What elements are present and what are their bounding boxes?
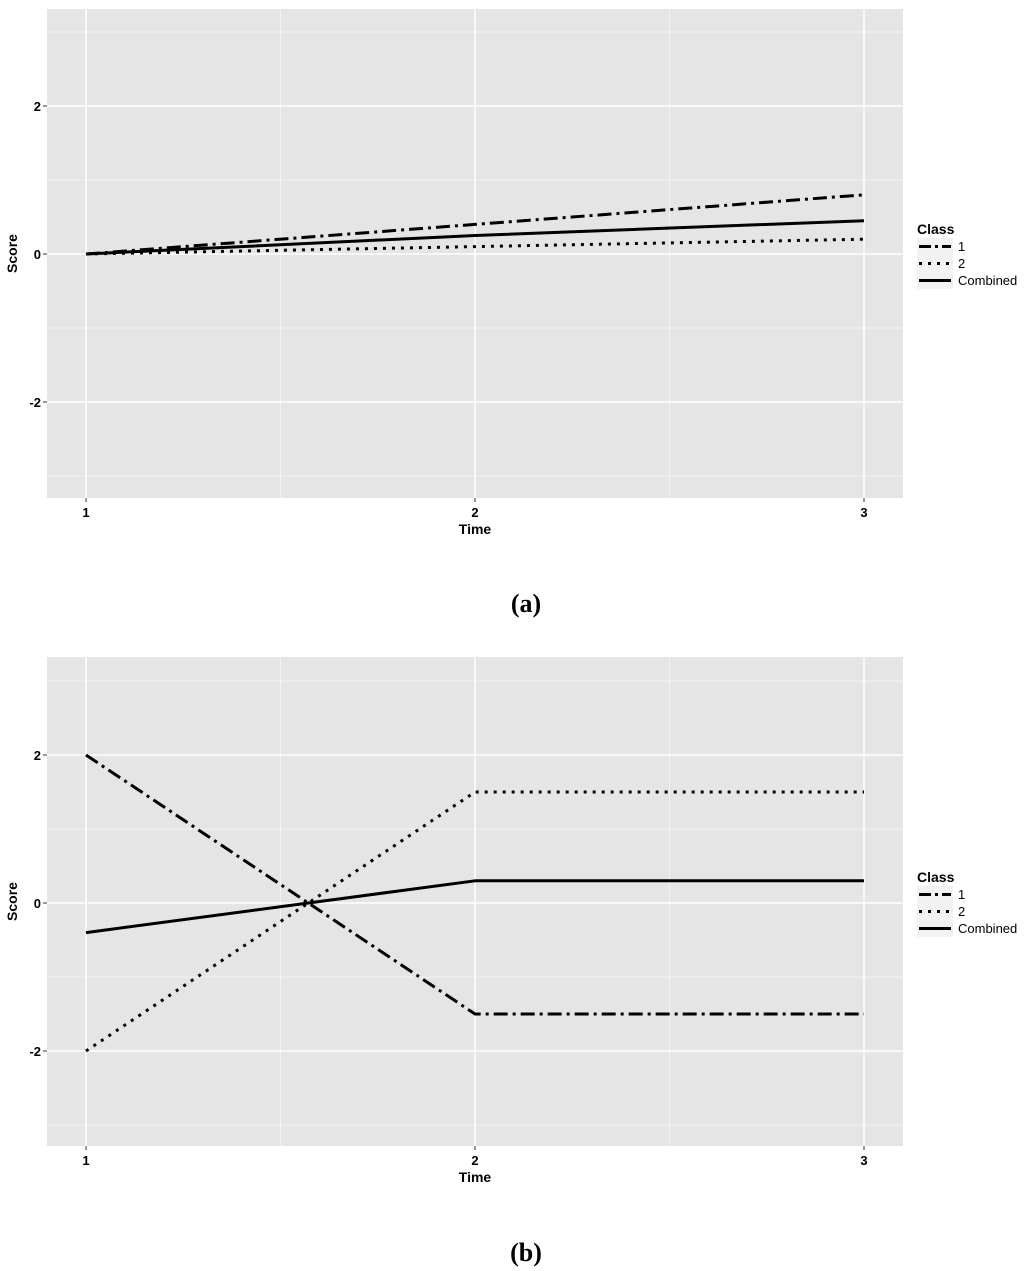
chart-a-y-tick-label-3: 2 (34, 99, 41, 114)
chart-a-series-1-line (85, 193, 865, 256)
chart-b-legend-key-bg-2 (917, 903, 953, 920)
chart-a-series-combined-line (85, 219, 865, 256)
chart-a-x-axis-title: Time (459, 521, 492, 537)
chart-a-legend-title: Class (917, 221, 955, 237)
chart-a-legend-label-3: Combined (958, 273, 1017, 288)
chart-a-x-tick-label-1: 1 (82, 505, 89, 520)
chart-a-legend-label-2: 2 (958, 256, 965, 271)
chart-b-y-tick-label-1: -2 (29, 1044, 41, 1059)
chart-b-legend-title: Class (917, 869, 955, 885)
chart-a-legend-key-bg-2 (917, 255, 953, 272)
chart-a-x-tick-label-3: 3 (860, 505, 867, 520)
chart-a-legend-label-1: 1 (958, 239, 965, 254)
chart-a-y-tick-label-1: -2 (29, 395, 41, 410)
chart-a-y-axis-title: Score (4, 234, 20, 273)
chart-b-series-1-line (85, 753, 864, 1016)
chart-b-x-tick-label-3: 3 (860, 1153, 867, 1168)
chart-b-x-tick-label-2: 2 (471, 1153, 478, 1168)
chart-b-y-tick-label-2: 0 (34, 896, 41, 911)
chart-b-y-tick-label-3: 2 (34, 748, 41, 763)
chart-b-series-2-line (85, 790, 864, 1053)
chart-b-x-tick-label-1: 1 (82, 1153, 89, 1168)
chart-a-caption: (a) (511, 589, 541, 618)
chart-b-x-axis-title: Time (459, 1169, 492, 1185)
chart-a-series-2-line (85, 237, 865, 256)
chart-b-legend-label-3: Combined (958, 921, 1017, 936)
chart-b-caption: (b) (510, 1238, 542, 1267)
chart-b-legend-label-2: 2 (958, 904, 965, 919)
chart-b-legend-label-1: 1 (958, 887, 965, 902)
chart-b-y-axis-title: Score (4, 882, 20, 921)
chart-a-y-tick-label-2: 0 (34, 247, 41, 262)
chart-b-series-combined-line (85, 879, 864, 935)
chart-a-x-tick-label-2: 2 (471, 505, 478, 520)
